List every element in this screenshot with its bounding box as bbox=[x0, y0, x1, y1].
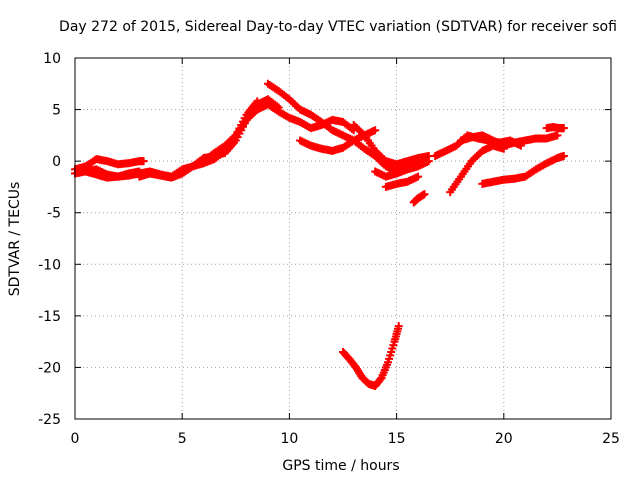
series-arc-13 bbox=[446, 141, 508, 197]
x-tick-label: 20 bbox=[495, 431, 513, 447]
data-point bbox=[371, 126, 380, 135]
y-tick-label: -5 bbox=[47, 206, 61, 222]
x-tick-label: 15 bbox=[388, 431, 406, 447]
x-tick-label: 5 bbox=[178, 431, 187, 447]
x-axis-title: GPS time / hours bbox=[282, 458, 399, 474]
y-tick-label: -20 bbox=[38, 360, 61, 376]
series-arc-11 bbox=[409, 190, 429, 207]
series-arc-9 bbox=[371, 157, 433, 181]
series-arc-14 bbox=[456, 131, 562, 150]
series-arc-15 bbox=[478, 151, 568, 188]
y-tick-label: 0 bbox=[52, 154, 61, 170]
x-tick-label: 0 bbox=[71, 431, 80, 447]
data-point bbox=[414, 172, 423, 181]
series-arc-17 bbox=[339, 322, 403, 390]
series-arc-7 bbox=[296, 126, 380, 155]
series-arc-10 bbox=[381, 172, 423, 191]
data-point bbox=[559, 151, 568, 160]
y-tick-label: -15 bbox=[38, 309, 61, 325]
x-tick-label: 25 bbox=[602, 431, 620, 447]
plot-frame bbox=[74, 57, 612, 420]
y-tick-label: 10 bbox=[43, 51, 61, 67]
y-tick-label: 5 bbox=[52, 103, 61, 119]
data-markers bbox=[71, 79, 568, 390]
x-tick-label: 10 bbox=[280, 431, 298, 447]
series-arc-16 bbox=[542, 123, 568, 133]
data-point bbox=[424, 157, 433, 166]
data-point bbox=[253, 97, 262, 106]
data-point bbox=[559, 124, 568, 133]
y-tick-label: -10 bbox=[38, 257, 61, 273]
data-point bbox=[394, 322, 403, 331]
chart-title: Day 272 of 2015, Sidereal Day-to-day VTE… bbox=[59, 19, 617, 35]
data-point bbox=[139, 157, 148, 166]
data-point bbox=[420, 190, 429, 199]
series-arc-5 bbox=[188, 97, 262, 171]
series-arc-8 bbox=[349, 121, 433, 169]
data-point bbox=[553, 131, 562, 140]
axis-ticks: 0 5 10 15 20 25 10 5 0 -5 -10 -15 -20 -25 bbox=[38, 51, 620, 447]
y-tick-label: -25 bbox=[38, 412, 61, 428]
y-axis-title: SDTVAR / TECUs bbox=[7, 182, 23, 297]
